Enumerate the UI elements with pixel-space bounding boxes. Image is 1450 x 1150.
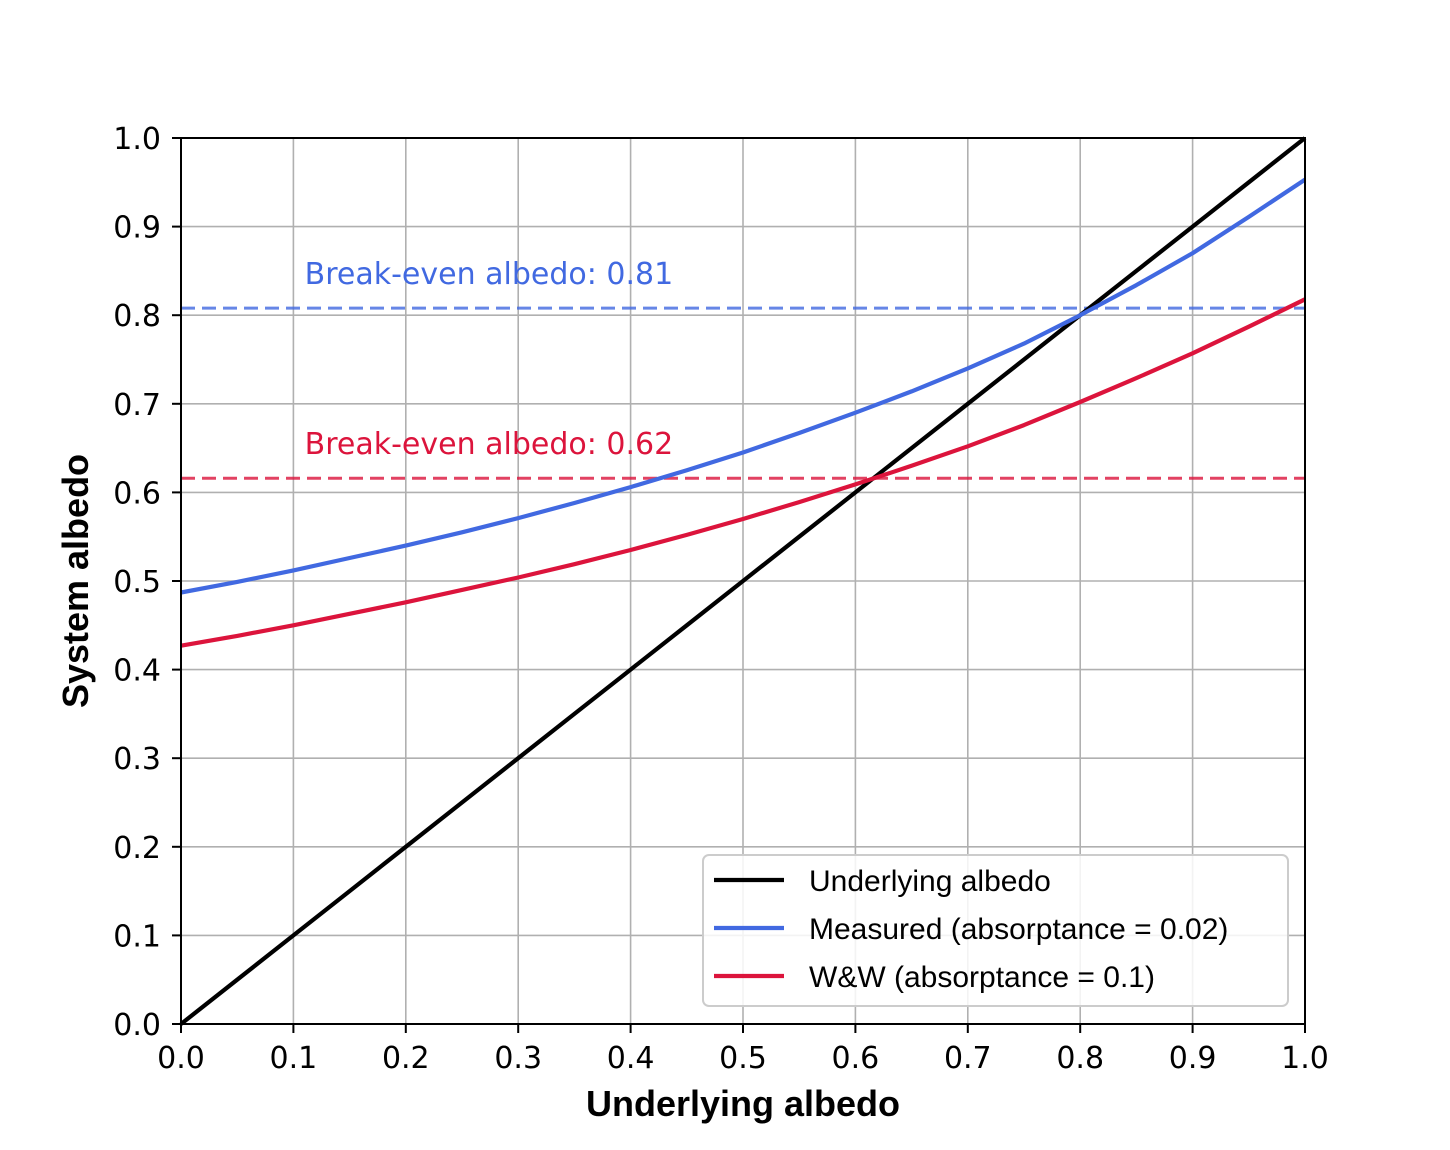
y-axis-ticks: 0.0 0.1 0.2 0.3 0.4 0.5 0.6 0.7 0.8 0.9 1.0 [113, 122, 181, 1043]
y-axis-label: System albedo [55, 454, 96, 708]
x-tick-label-6: 0.6 [832, 1041, 880, 1076]
legend-box [702, 854, 1289, 1007]
legend-entry-1: Measured (absorptance = 0.02) [809, 913, 1228, 946]
y-tick-label-1: 0.1 [113, 919, 161, 954]
x-tick-label-2: 0.2 [382, 1041, 430, 1076]
y-tick-label-2: 0.2 [113, 831, 161, 866]
break-even-label-1: Break-even albedo: 0.62 [305, 427, 674, 462]
x-tick-label-9: 0.9 [1169, 1041, 1217, 1076]
x-tick-label-8: 0.8 [1056, 1041, 1104, 1076]
legend-entry-2: W&W (absorptance = 0.1) [809, 961, 1155, 994]
y-tick-label-7: 0.7 [113, 388, 161, 423]
x-tick-label-0: 0.0 [157, 1041, 205, 1076]
legend-entry-0: Underlying albedo [809, 865, 1051, 898]
break-even-label-0: Break-even albedo: 0.81 [305, 257, 674, 292]
y-tick-label-8: 0.8 [113, 299, 161, 334]
x-tick-label-1: 0.1 [270, 1041, 318, 1076]
series-line-0 [179, 136, 1307, 1026]
x-tick-label-10: 1.0 [1281, 1041, 1329, 1076]
x-tick-label-4: 0.4 [607, 1041, 655, 1076]
legend: Underlying albedo Measured (absorptance =… [702, 854, 1289, 1007]
y-tick-label-9: 0.9 [113, 211, 161, 246]
reference-lines [181, 306, 1305, 480]
x-tick-label-3: 0.3 [494, 1041, 542, 1076]
x-axis-ticks: 0.0 0.1 0.2 0.3 0.4 0.5 0.6 0.7 0.8 0.9 1.0 [157, 1024, 1329, 1076]
x-axis-label: Underlying albedo [586, 1083, 900, 1124]
y-tick-label-0: 0.0 [113, 1008, 161, 1043]
series-line-2 [180, 297, 1306, 648]
y-tick-label-5: 0.5 [113, 565, 161, 600]
y-tick-label-3: 0.3 [113, 742, 161, 777]
y-tick-label-10: 1.0 [113, 122, 161, 157]
annotations: Break-even albedo: 0.81 Break-even albedo… [305, 257, 674, 462]
x-tick-label-5: 0.5 [719, 1041, 767, 1076]
x-tick-label-7: 0.7 [944, 1041, 992, 1076]
y-tick-label-4: 0.4 [113, 654, 161, 689]
series-lines [179, 136, 1307, 1026]
series-line-1 [180, 177, 1307, 595]
y-tick-label-6: 0.6 [113, 476, 161, 511]
